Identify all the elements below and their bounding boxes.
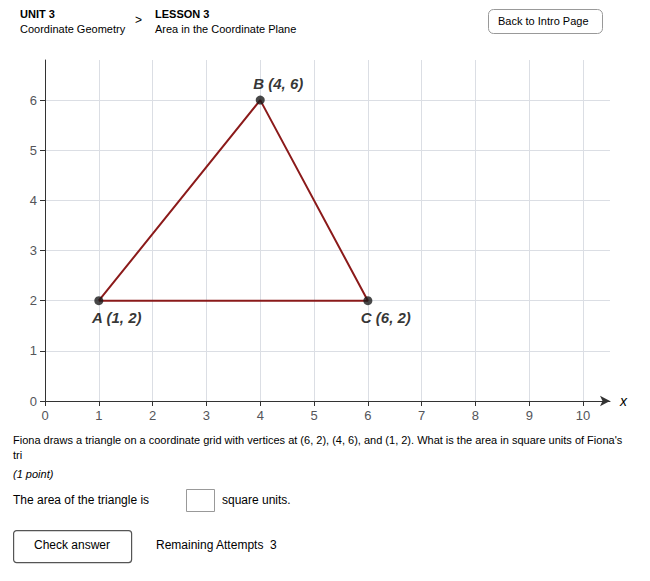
- svg-text:7: 7: [418, 408, 425, 423]
- svg-text:Check answer: Check answer: [34, 538, 110, 552]
- svg-text:x: x: [619, 393, 628, 409]
- svg-text:5: 5: [30, 143, 37, 158]
- svg-text:10: 10: [576, 408, 590, 423]
- svg-text:4: 4: [30, 193, 37, 208]
- svg-text:(1 point): (1 point): [13, 468, 54, 480]
- svg-text:Remaining Attempts 3: Remaining Attempts 3: [156, 538, 277, 552]
- svg-text:Fiona draws a triangle on a co: Fiona draws a triangle on a coordinate g…: [13, 434, 625, 446]
- svg-text:C (6, 2): C (6, 2): [361, 309, 411, 326]
- svg-text:8: 8: [472, 408, 479, 423]
- svg-text:1: 1: [30, 343, 37, 358]
- svg-text:6: 6: [364, 408, 371, 423]
- svg-text:3: 3: [30, 243, 37, 258]
- svg-text:A (1, 2): A (1, 2): [91, 309, 141, 326]
- svg-text:3: 3: [203, 408, 210, 423]
- svg-text:LESSON 3: LESSON 3: [155, 8, 209, 20]
- svg-text:9: 9: [526, 408, 533, 423]
- svg-text:Area in the Coordinate Plane: Area in the Coordinate Plane: [155, 23, 296, 35]
- svg-text:4: 4: [257, 408, 264, 423]
- svg-text:6: 6: [30, 93, 37, 108]
- svg-text:2: 2: [30, 293, 37, 308]
- svg-text:0: 0: [30, 394, 37, 409]
- svg-text:square units.: square units.: [222, 493, 291, 507]
- svg-text:UNIT 3: UNIT 3: [20, 8, 55, 20]
- svg-text:Coordinate Geometry: Coordinate Geometry: [20, 23, 126, 35]
- svg-text:1: 1: [95, 408, 102, 423]
- svg-text:B (4, 6): B (4, 6): [253, 75, 303, 92]
- svg-text:5: 5: [310, 408, 317, 423]
- svg-text:>: >: [135, 13, 142, 27]
- svg-text:2: 2: [149, 408, 156, 423]
- svg-text:tri: tri: [13, 449, 22, 461]
- svg-text:The area of the triangle is: The area of the triangle is: [13, 493, 149, 507]
- svg-text:Back to Intro Page: Back to Intro Page: [498, 15, 589, 27]
- svg-text:0: 0: [41, 408, 48, 423]
